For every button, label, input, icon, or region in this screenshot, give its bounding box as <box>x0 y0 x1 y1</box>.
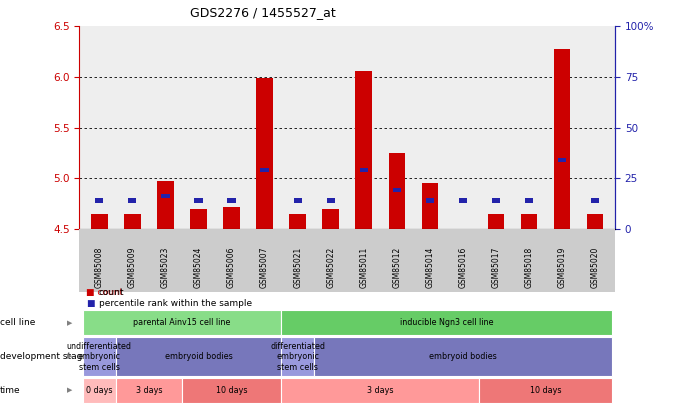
Text: ▶: ▶ <box>67 388 73 393</box>
Text: GSM85024: GSM85024 <box>194 246 203 288</box>
Text: ▶: ▶ <box>67 354 73 360</box>
Text: GSM85018: GSM85018 <box>524 246 533 288</box>
Text: GSM85009: GSM85009 <box>128 246 137 288</box>
Bar <box>388 153 405 229</box>
Bar <box>227 198 236 202</box>
Text: 10 days: 10 days <box>530 386 561 395</box>
Bar <box>223 207 240 229</box>
Bar <box>521 213 538 229</box>
Text: time: time <box>0 386 21 395</box>
Bar <box>355 71 372 229</box>
Bar <box>553 49 570 229</box>
Bar <box>261 168 269 172</box>
Text: GSM85022: GSM85022 <box>326 246 335 288</box>
Bar <box>591 198 599 202</box>
Bar <box>161 194 169 198</box>
Text: GSM85011: GSM85011 <box>359 246 368 288</box>
Text: GSM85006: GSM85006 <box>227 246 236 288</box>
Bar <box>157 181 173 229</box>
Bar <box>525 198 533 202</box>
Text: GDS2276 / 1455527_at: GDS2276 / 1455527_at <box>190 6 335 19</box>
Text: cell line: cell line <box>0 318 35 327</box>
Bar <box>558 158 566 162</box>
Text: inducible Ngn3 cell line: inducible Ngn3 cell line <box>399 318 493 327</box>
Bar <box>95 198 104 202</box>
Text: undifferentiated
embryonic
stem cells: undifferentiated embryonic stem cells <box>67 342 132 371</box>
Bar <box>323 209 339 229</box>
Text: ■ count: ■ count <box>86 288 124 296</box>
Text: parental Ainv15 cell line: parental Ainv15 cell line <box>133 318 231 327</box>
Bar <box>426 198 434 202</box>
Text: embryoid bodies: embryoid bodies <box>429 352 497 361</box>
Text: count: count <box>99 288 124 296</box>
Bar <box>459 198 467 202</box>
Text: GSM85012: GSM85012 <box>392 246 401 288</box>
Text: percentile rank within the sample: percentile rank within the sample <box>99 299 252 308</box>
Text: GSM85014: GSM85014 <box>426 246 435 288</box>
Text: GSM85021: GSM85021 <box>293 246 302 288</box>
Bar <box>256 78 273 229</box>
Bar <box>290 213 306 229</box>
Bar <box>422 183 438 229</box>
Bar <box>194 198 202 202</box>
Bar <box>492 198 500 202</box>
Text: GSM85017: GSM85017 <box>491 246 500 288</box>
Text: 0 days: 0 days <box>86 386 113 395</box>
Text: ■: ■ <box>86 299 95 308</box>
Text: GSM85007: GSM85007 <box>260 246 269 288</box>
Text: 3 days: 3 days <box>135 386 162 395</box>
Text: ▶: ▶ <box>67 320 73 326</box>
Bar <box>91 213 108 229</box>
Bar <box>129 198 137 202</box>
Text: GSM85008: GSM85008 <box>95 246 104 288</box>
Text: GSM85020: GSM85020 <box>591 246 600 288</box>
Bar <box>294 198 302 202</box>
Text: embryoid bodies: embryoid bodies <box>164 352 232 361</box>
Text: 10 days: 10 days <box>216 386 247 395</box>
Text: GSM85016: GSM85016 <box>458 246 467 288</box>
Text: development stage: development stage <box>0 352 88 361</box>
Bar <box>488 213 504 229</box>
Text: GSM85023: GSM85023 <box>161 246 170 288</box>
Bar <box>392 188 401 192</box>
Bar <box>359 168 368 172</box>
Text: differentiated
embryonic
stem cells: differentiated embryonic stem cells <box>270 342 325 371</box>
Text: GSM85019: GSM85019 <box>558 246 567 288</box>
Text: 3 days: 3 days <box>367 386 394 395</box>
Bar <box>190 209 207 229</box>
Bar <box>327 198 335 202</box>
Bar <box>124 213 141 229</box>
Bar <box>587 213 603 229</box>
